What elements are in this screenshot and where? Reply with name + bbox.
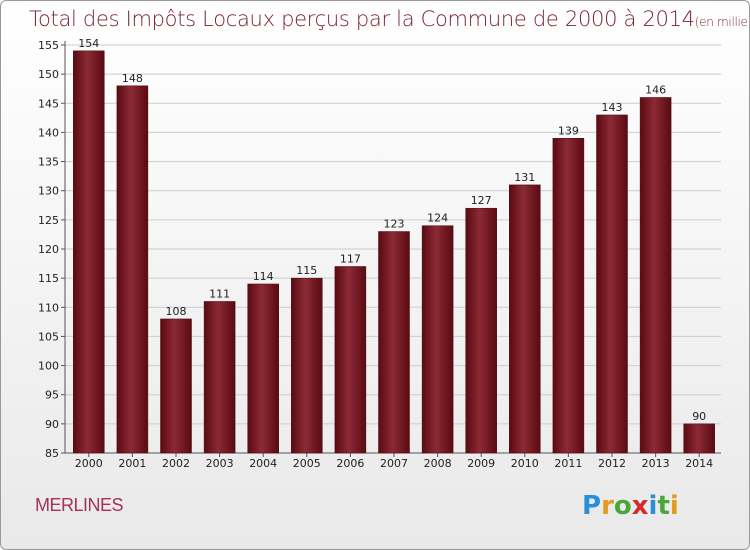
logo-letter: i [648, 491, 658, 521]
bar-2010 [509, 184, 541, 454]
x-tick-label: 2008 [424, 457, 452, 470]
bar-2014 [683, 423, 715, 454]
x-tick-label: 2003 [206, 457, 234, 470]
commune-name: MERLINES [35, 495, 124, 515]
bar-2007 [378, 231, 410, 454]
data-label: 154 [78, 37, 99, 50]
y-tick-label: 125 [38, 214, 59, 227]
bars [73, 50, 715, 454]
y-tick-label: 130 [38, 185, 59, 198]
y-tick-label: 95 [45, 389, 59, 402]
bar-2002 [160, 318, 192, 454]
y-tick-label: 155 [38, 39, 59, 52]
logo-letter: i [669, 491, 679, 521]
bar-2000 [73, 50, 105, 454]
y-tick-label: 140 [38, 126, 59, 139]
x-tick-label: 2000 [75, 457, 103, 470]
y-tick-label: 100 [38, 360, 59, 373]
proxiti-logo: Proxiti [582, 491, 679, 521]
x-tick-label: 2007 [380, 457, 408, 470]
y-tick-label: 120 [38, 243, 59, 256]
logo-letter: x [631, 491, 649, 521]
y-tick-label: 135 [38, 156, 59, 169]
data-label: 114 [253, 270, 274, 283]
logo-letter: o [613, 491, 632, 521]
bar-2013 [639, 97, 672, 454]
data-label: 148 [122, 72, 143, 85]
data-label: 146 [645, 83, 666, 96]
data-label: 117 [340, 252, 361, 265]
chart-title: Total des Impôts Locaux perçus par la Co… [29, 7, 749, 31]
y-tick-label: 105 [38, 330, 59, 343]
x-tick-labels: 2000 2001 2002 2003 2004 2005 2006 2007 2008 2009… [75, 453, 713, 470]
x-tick-label: 2013 [642, 457, 670, 470]
logo-letter: r [601, 491, 614, 521]
data-label: 143 [602, 101, 623, 114]
x-tick-label: 2011 [554, 457, 582, 470]
bar-2012 [596, 114, 628, 454]
data-label: 108 [166, 305, 187, 318]
bar-2008 [421, 225, 454, 454]
y-tick-label: 115 [38, 272, 59, 285]
y-tick-label: 150 [38, 68, 59, 81]
bar-2011 [552, 138, 585, 454]
x-tick-label: 2009 [467, 457, 495, 470]
data-labels: 154 148 108 111 114 115 117 123 124 127 131 139 143 1… [78, 37, 706, 423]
logo-letter: t [657, 491, 670, 521]
chart-title-unit: (en milliers d'€) [694, 15, 749, 29]
x-tick-label: 2001 [118, 457, 146, 470]
data-label: 139 [558, 124, 579, 137]
data-label: 124 [427, 212, 448, 225]
x-tick-label: 2002 [162, 457, 190, 470]
bar-2009 [465, 207, 497, 454]
bar-2006 [334, 266, 367, 454]
bar-2001 [116, 85, 149, 454]
y-tick-labels: 85 90 95 100 105 110 115 120 125 130 135 140 145 150 1… [38, 39, 65, 460]
y-tick-label: 145 [38, 97, 59, 110]
x-tick-label: 2014 [685, 457, 713, 470]
x-tick-label: 2004 [249, 457, 277, 470]
data-label: 127 [471, 194, 492, 207]
data-label: 115 [296, 264, 317, 277]
data-label: 90 [692, 410, 706, 423]
bar-2005 [291, 277, 323, 454]
bar-2004 [247, 283, 279, 454]
x-tick-label: 2006 [336, 457, 364, 470]
x-tick-label: 2010 [511, 457, 539, 470]
y-tick-label: 110 [38, 301, 59, 314]
data-label: 111 [209, 287, 230, 300]
y-tick-label: 85 [45, 447, 59, 460]
x-tick-label: 2005 [293, 457, 321, 470]
data-label: 131 [514, 171, 535, 184]
y-tick-label: 90 [45, 418, 59, 431]
x-tick-label: 2012 [598, 457, 626, 470]
bar-2003 [203, 301, 236, 454]
chart-title-main: Total des Impôts Locaux perçus par la Co… [29, 7, 695, 31]
logo-letter: P [582, 491, 602, 521]
data-label: 123 [384, 218, 405, 231]
